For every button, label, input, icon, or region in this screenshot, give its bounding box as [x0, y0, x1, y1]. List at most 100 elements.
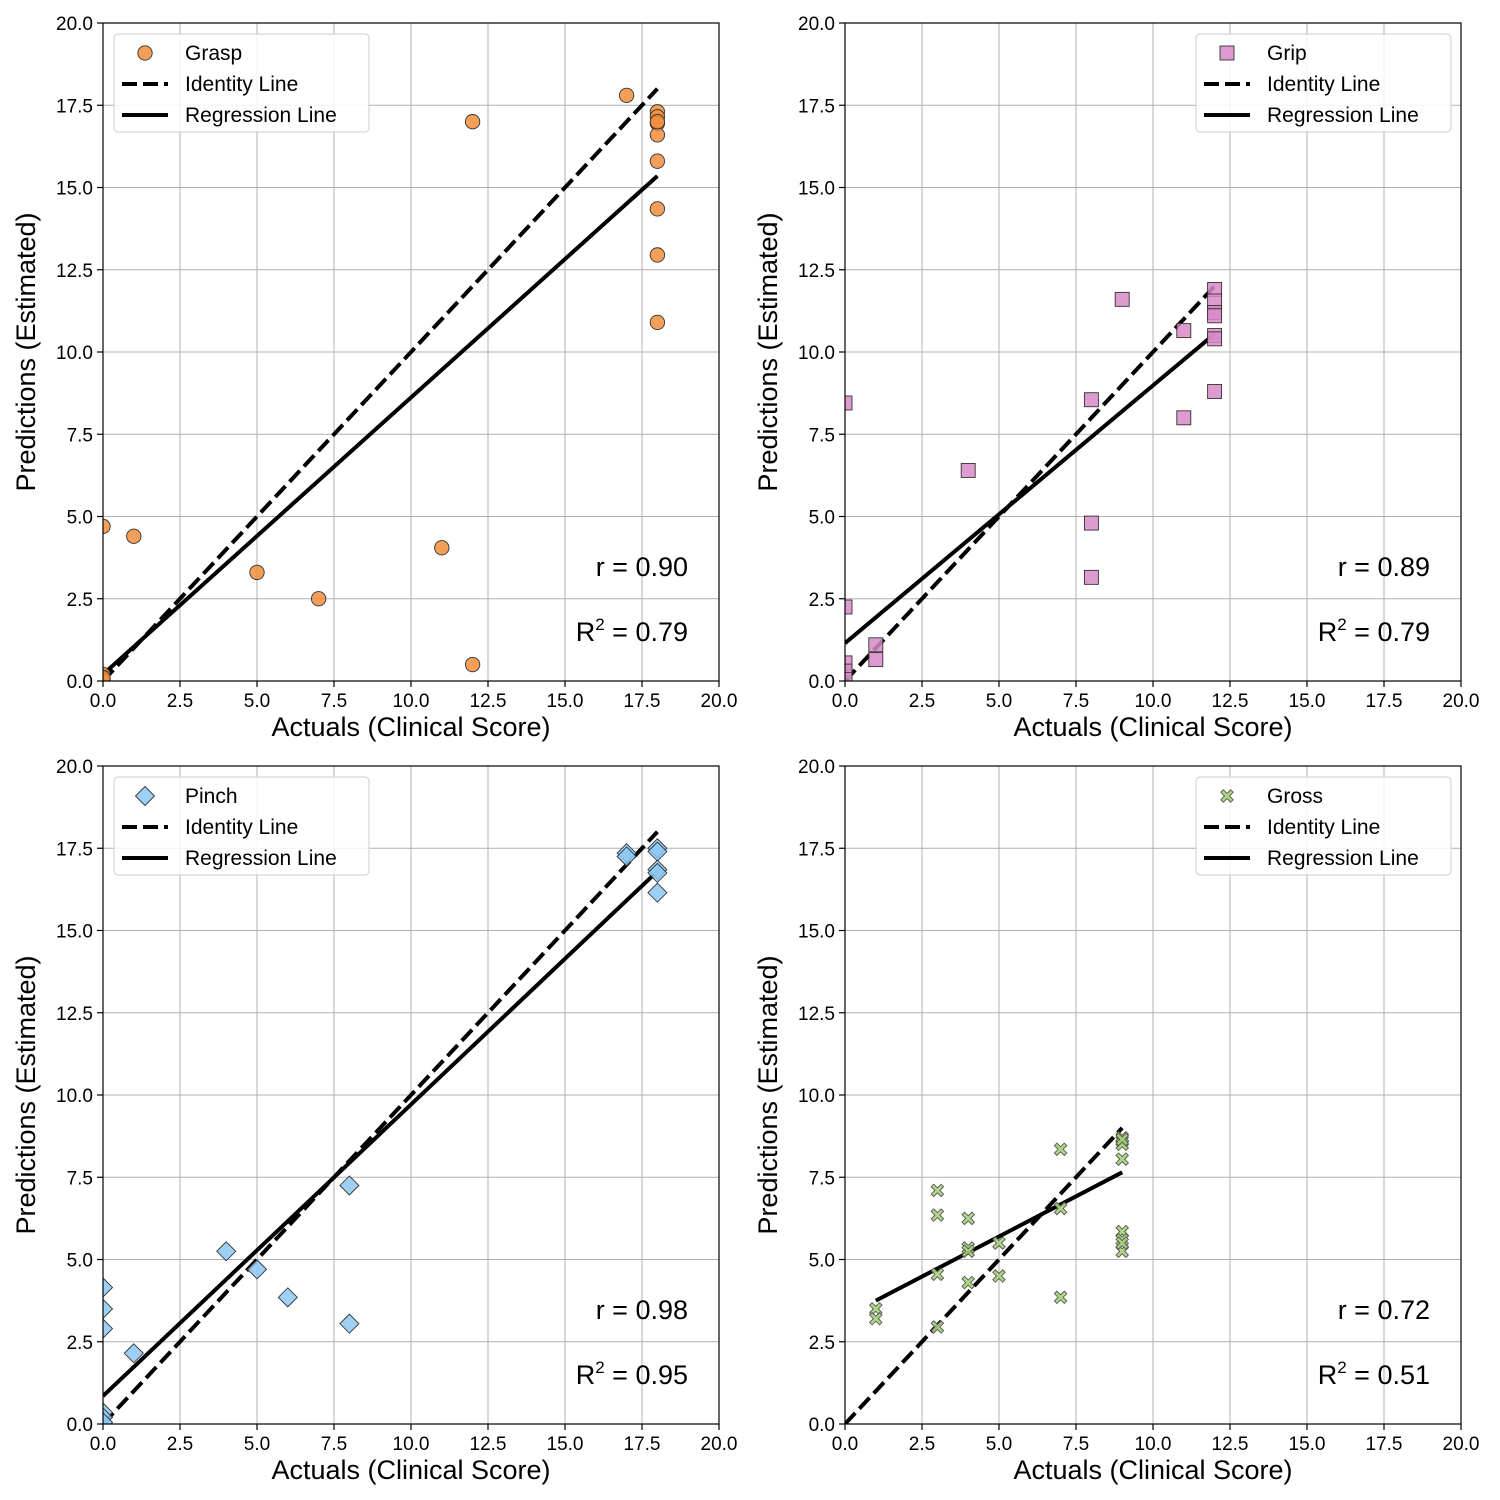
data-point — [1176, 410, 1192, 426]
regression-line — [103, 869, 659, 1398]
data-point — [277, 1287, 298, 1308]
x-tick-label: 2.5 — [167, 1434, 193, 1455]
plot-area — [845, 1126, 1130, 1424]
y-tick-label: 15.0 — [56, 179, 93, 200]
y-tick-label: 2.5 — [67, 1333, 93, 1354]
data-point — [845, 663, 853, 679]
legend-label-regression: Regression Line — [1267, 104, 1419, 127]
y-tick-label: 20.0 — [798, 14, 835, 35]
y-tick-label: 5.0 — [809, 508, 835, 529]
r-squared-rest: = 0.79 — [1347, 617, 1430, 647]
x-tick-label: 12.5 — [470, 691, 507, 712]
r-value: r = 0.72 — [1338, 1295, 1430, 1325]
y-tick-label: 0.0 — [67, 1415, 93, 1436]
data-point — [1115, 1236, 1130, 1250]
data-point — [930, 1267, 945, 1282]
identity-line — [103, 87, 659, 681]
x-axis-title: Actuals (Clinical Score) — [1013, 1455, 1292, 1485]
x-tick-label: 15.0 — [547, 691, 584, 712]
data-point — [961, 1211, 976, 1226]
data-point — [845, 655, 853, 671]
y-tick-label: 7.5 — [67, 1168, 93, 1189]
chart-panel-gross: 0.0 2.5 5.0 7.5 10.0 12.5 15.0 17.5 20.0 0.0 2.5 5.… — [753, 757, 1479, 1485]
data-point — [1207, 308, 1223, 324]
data-point — [103, 1318, 114, 1339]
legend-label-series: Grip — [1267, 42, 1307, 65]
data-point — [1114, 291, 1130, 307]
data-point — [1083, 515, 1099, 531]
legend-label-series: Gross — [1267, 785, 1323, 808]
data-point — [930, 1208, 945, 1222]
r-squared-value: R2 = 0.79 — [576, 615, 688, 647]
r-squared-rest: = 0.95 — [605, 1360, 688, 1390]
r-value: r = 0.89 — [1338, 552, 1430, 582]
data-point — [1207, 331, 1223, 347]
plot-area — [103, 830, 668, 1424]
y-tick-label: 7.5 — [809, 1168, 835, 1189]
y-tick-label: 12.5 — [798, 1004, 835, 1025]
data-point — [960, 462, 976, 478]
y-axis-title: Predictions (Estimated) — [753, 955, 783, 1234]
data-point — [123, 1343, 144, 1364]
y-tick-label: 17.5 — [798, 839, 835, 860]
y-tick-label: 0.0 — [67, 672, 93, 693]
y-tick-label: 15.0 — [798, 922, 835, 943]
x-tick-label: 17.5 — [624, 1434, 661, 1455]
data-point — [868, 652, 884, 668]
y-tick-label: 17.5 — [56, 839, 93, 860]
x-tick-label: 10.0 — [1135, 1434, 1172, 1455]
x-tick-label: 5.0 — [986, 1434, 1012, 1455]
x-axis-title: Actuals (Clinical Score) — [271, 712, 550, 742]
data-point — [1053, 1142, 1068, 1157]
chart-panel-grip: 0.0 2.5 5.0 7.5 10.0 12.5 15.0 17.5 20.0 0.0 2.5 5.… — [753, 14, 1479, 742]
x-axis-title: Actuals (Clinical Score) — [1013, 712, 1292, 742]
x-tick-label: 10.0 — [1135, 691, 1172, 712]
data-point — [961, 1275, 976, 1290]
x-tick-label: 2.5 — [909, 1434, 935, 1455]
legend-label-regression: Regression Line — [185, 847, 337, 870]
chart-panel-grasp: 0.0 2.5 5.0 7.5 10.0 12.5 15.0 17.5 20.0 0.0 2.5 5.… — [11, 14, 737, 742]
y-axis-title: Predictions (Estimated) — [11, 212, 41, 491]
x-axis-title: Actuals (Clinical Score) — [271, 1455, 550, 1485]
data-point — [845, 599, 853, 615]
y-tick-label: 20.0 — [56, 757, 93, 778]
y-tick-label: 12.5 — [798, 261, 835, 282]
r-squared-rest: = 0.79 — [605, 617, 688, 647]
x-tick-label: 7.5 — [321, 691, 347, 712]
y-tick-label: 17.5 — [56, 96, 93, 117]
data-point — [1083, 392, 1099, 408]
x-tick-label: 17.5 — [1366, 691, 1403, 712]
r-value: r = 0.90 — [596, 552, 688, 582]
axes-frame — [102, 765, 720, 1425]
identity-line — [103, 830, 659, 1424]
regression-line — [845, 332, 1216, 645]
y-tick-label: 12.5 — [56, 1004, 93, 1025]
y-tick-label: 5.0 — [67, 508, 93, 529]
data-point — [647, 882, 668, 903]
data-point — [1053, 1201, 1068, 1216]
identity-line — [845, 284, 1217, 681]
y-tick-label: 15.0 — [798, 179, 835, 200]
x-tick-label: 5.0 — [244, 691, 270, 712]
data-point — [649, 247, 666, 263]
legend-box — [113, 776, 370, 876]
y-tick-label: 10.0 — [798, 1086, 835, 1107]
legend: Gross Identity Line Regression Line — [1195, 776, 1452, 876]
data-point — [126, 528, 142, 544]
x-tick-label: 2.5 — [909, 691, 935, 712]
data-point — [216, 1241, 237, 1262]
x-tick-label: 17.5 — [1366, 1434, 1403, 1455]
r-squared-prefix: R — [576, 1360, 596, 1390]
legend-label-identity: Identity Line — [1267, 816, 1380, 839]
x-tick-label: 10.0 — [393, 691, 430, 712]
y-tick-label: 20.0 — [56, 14, 93, 35]
plot-area — [103, 87, 666, 681]
x-tick-label: 2.5 — [167, 691, 193, 712]
legend-label-series: Grasp — [185, 42, 242, 65]
y-tick-label: 17.5 — [798, 96, 835, 117]
x-tick-label: 15.0 — [547, 1434, 584, 1455]
y-axis-title: Predictions (Estimated) — [753, 212, 783, 491]
data-point — [992, 1269, 1006, 1283]
data-point — [1053, 1290, 1068, 1305]
